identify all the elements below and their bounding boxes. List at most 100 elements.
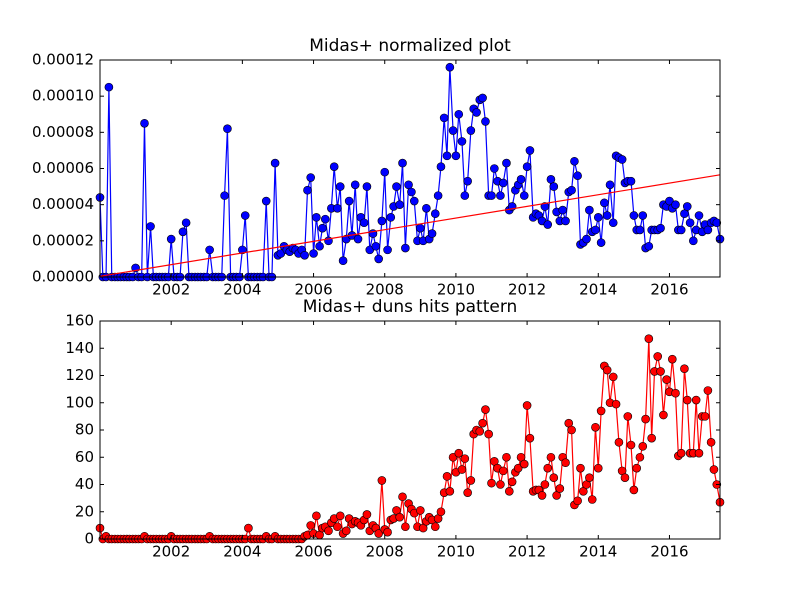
data-point <box>522 162 532 171</box>
data-point <box>481 405 490 414</box>
data-point <box>392 182 401 191</box>
data-point <box>540 480 550 489</box>
data-point <box>671 388 680 398</box>
data-point <box>626 176 636 186</box>
data-point <box>644 334 654 344</box>
data-point <box>359 218 369 228</box>
y-tick-label: 0.00006 <box>32 159 94 177</box>
data-point <box>638 442 648 451</box>
data-point <box>309 249 318 258</box>
data-point <box>513 463 523 473</box>
x-tick-label: 2008 <box>366 543 404 561</box>
data-point <box>659 410 668 420</box>
data-point <box>416 506 425 515</box>
data-point <box>573 496 582 506</box>
x-tick-label: 2016 <box>650 543 688 561</box>
data-point <box>306 173 316 182</box>
data-point <box>685 218 695 228</box>
data-point <box>546 452 556 462</box>
data-point <box>398 492 407 502</box>
data-point <box>395 512 404 522</box>
data-point <box>312 511 321 521</box>
data-point <box>487 191 496 200</box>
data-point <box>682 202 692 211</box>
data-point <box>703 225 713 235</box>
data-point <box>442 472 452 481</box>
data-point <box>591 422 600 432</box>
data-point <box>383 527 392 537</box>
data-point <box>404 180 413 190</box>
data-point <box>329 162 339 171</box>
data-point <box>561 216 570 226</box>
data-point <box>315 241 324 251</box>
data-point <box>629 211 639 220</box>
data-point <box>478 418 487 428</box>
data-point <box>433 191 443 200</box>
data-point <box>596 406 606 416</box>
data-point <box>522 401 532 410</box>
data-point <box>460 191 470 200</box>
data-point <box>576 463 585 473</box>
data-point <box>605 180 615 190</box>
data-point <box>451 151 461 161</box>
data-point <box>445 487 455 496</box>
y-tick-label: 0 <box>84 530 94 548</box>
data-point <box>668 354 677 364</box>
data-point <box>516 175 526 184</box>
data-point <box>457 137 467 146</box>
data-point <box>504 487 514 496</box>
data-point <box>549 182 559 191</box>
data-point <box>463 488 472 497</box>
chart-title: Midas+ duns hits pattern <box>303 297 518 317</box>
x-tick-label: 2002 <box>152 543 190 561</box>
data-point <box>502 158 511 168</box>
data-point <box>166 234 176 244</box>
data-point <box>484 429 493 439</box>
data-point <box>558 205 567 215</box>
x-tick-label: 2010 <box>437 543 475 561</box>
data-point <box>647 433 656 443</box>
data-point <box>626 440 636 450</box>
data-point <box>146 222 155 231</box>
y-tick-label: 0.00010 <box>32 87 94 105</box>
x-tick-label: 2006 <box>294 543 332 561</box>
data-point <box>350 180 360 190</box>
data-point <box>709 465 719 474</box>
data-point <box>540 202 550 211</box>
data-point <box>496 480 505 489</box>
data-point <box>430 522 440 532</box>
x-tick-label: 2014 <box>579 281 617 299</box>
data-point <box>371 241 381 251</box>
data-point <box>380 167 390 177</box>
y-tick-label: 0.00008 <box>32 123 94 141</box>
data-point <box>617 155 627 164</box>
data-point <box>602 365 612 375</box>
data-point <box>472 108 481 117</box>
series-line <box>99 174 721 277</box>
data-point <box>689 236 698 246</box>
data-point <box>653 352 663 361</box>
data-point <box>700 412 710 421</box>
data-point <box>261 196 271 206</box>
data-point <box>519 459 529 469</box>
data-point <box>662 375 671 384</box>
data-point <box>481 117 490 126</box>
data-point <box>395 200 404 209</box>
data-point <box>490 164 499 173</box>
data-point <box>460 454 470 463</box>
data-point <box>448 126 458 135</box>
data-point <box>341 526 351 536</box>
data-point <box>318 223 327 233</box>
data-point <box>691 395 701 405</box>
data-point <box>475 427 485 436</box>
data-point <box>644 241 654 251</box>
data-point <box>362 510 372 519</box>
data-point <box>238 245 247 255</box>
data-point <box>466 126 476 135</box>
data-point <box>220 191 229 200</box>
data-point <box>573 171 582 181</box>
data-point <box>223 124 232 134</box>
data-point <box>614 437 624 447</box>
data-point <box>383 245 392 255</box>
data-point <box>409 196 419 206</box>
